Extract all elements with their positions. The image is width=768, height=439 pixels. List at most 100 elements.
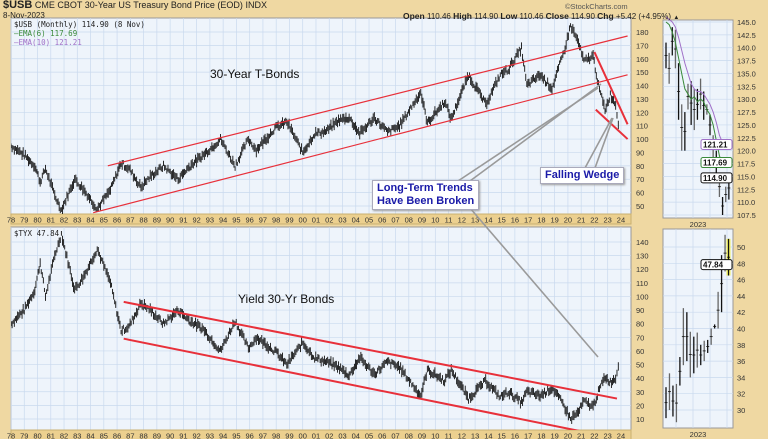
x-tick-label: 05 (365, 216, 373, 225)
annotation-wedge: Falling Wedge (540, 167, 625, 184)
x-tick-label: 83 (73, 216, 81, 225)
y-tick-label: 10 (636, 415, 644, 424)
y-tick-label: 48 (737, 259, 745, 268)
x-tick-label: 85 (100, 432, 108, 439)
x-tick-label: 05 (365, 432, 373, 439)
x-tick-label: 86 (113, 432, 121, 439)
x-tick-label: 12 (458, 432, 466, 439)
close-value-label: 114.90 (703, 174, 728, 183)
x-tick-label: 92 (192, 216, 200, 225)
y-tick-label: 80 (636, 162, 644, 171)
x-tick-label: 04 (352, 432, 360, 439)
x-tick-label: 19 (550, 216, 558, 225)
x-tick-label: 88 (139, 432, 147, 439)
ema6-value-label: 117.69 (703, 159, 728, 168)
low-label: Low (500, 11, 518, 21)
y-tick-label: 115.0 (737, 172, 755, 181)
ema6-line (665, 21, 729, 165)
x-tick-label: 24 (617, 216, 625, 225)
x-tick-label: 10 (431, 216, 439, 225)
trendline (595, 108, 629, 140)
x-tick-label: 13 (471, 216, 479, 225)
y-tick-label: 40 (737, 325, 745, 334)
high-value: 114.90 (474, 12, 499, 21)
x-tick-label: 88 (139, 216, 147, 225)
x-tick-label: 06 (378, 432, 386, 439)
x-tick-label: 81 (47, 216, 55, 225)
x-tick-label: 08 (405, 216, 413, 225)
y-tick-label: 110 (636, 279, 648, 288)
x-tick-label: 97 (259, 432, 267, 439)
x-tick-label: 04 (352, 216, 360, 225)
x-tick-label: 92 (192, 432, 200, 439)
x-tick-label: 98 (272, 432, 280, 439)
x-tick-label: 20 (564, 216, 572, 225)
x-tick-label: 01 (312, 432, 320, 439)
y-tick-label: 142.5 (737, 31, 756, 40)
x-tick-label: 22 (590, 432, 598, 439)
annotation-trends-line2: Have Been Broken (377, 195, 475, 207)
x-tick-label: 00 (299, 432, 307, 439)
y-tick-label: 120 (636, 108, 649, 117)
x-tick-label: 94 (219, 216, 227, 225)
callout-line (584, 117, 613, 169)
x-tick-label: 09 (418, 432, 426, 439)
chart-date: 8-Nov-2023 (3, 11, 45, 20)
x-tick-label: 90 (166, 432, 174, 439)
y-tick-label: 110.0 (737, 198, 755, 207)
y-tick-label: 100 (636, 135, 649, 144)
annotation-trends: Long-Term Trends Have Been Broken (372, 180, 480, 210)
annotation-yield: Yield 30-Yr Bonds (238, 292, 335, 306)
callout-line (469, 207, 599, 358)
x-tick-label: 83 (73, 432, 81, 439)
ema6-value-label-box (700, 157, 733, 169)
y-tick-label: 112.5 (737, 185, 755, 194)
y-tick-label: 140 (636, 238, 649, 247)
x-tick-label: 03 (338, 216, 346, 225)
y-tick-label: 127.5 (737, 108, 756, 117)
x-tick-label: 17 (524, 432, 532, 439)
open-label: Open (403, 11, 425, 21)
y-tick-label: 46 (737, 276, 745, 285)
y-tick-label: 42 (737, 308, 745, 317)
x-tick-label: 80 (33, 216, 41, 225)
annotation-trends-line1: Long-Term Trends (377, 182, 473, 194)
x-tick-label: 11 (445, 432, 453, 439)
y-tick-label: 180 (636, 28, 649, 37)
callout-line (594, 117, 614, 169)
x-tick-label: 21 (577, 432, 585, 439)
close-value-label-box (700, 172, 733, 184)
x-tick-label: 16 (511, 432, 519, 439)
y-tick-label: 107.5 (737, 211, 756, 220)
y-tick-label: 120.0 (737, 147, 756, 156)
x-tick-label: 99 (285, 432, 293, 439)
trendline (123, 300, 618, 400)
y-tick-label: 135.0 (737, 69, 756, 78)
x-tick-label: 95 (232, 432, 240, 439)
x-tick-label: 2023 (690, 220, 707, 229)
x-tick-label: 79 (20, 432, 28, 439)
x-tick-label: 96 (246, 216, 254, 225)
close-value-label: 47.84 (703, 261, 724, 270)
legend-usb: $USB (Monthly) 114.90 (8 Nov) (14, 20, 145, 29)
y-tick-label: 70 (636, 333, 644, 342)
ohlc-readout: Open 110.46 High 114.90 Low 110.46 Close… (403, 12, 679, 23)
x-tick-label: 14 (484, 216, 492, 225)
x-tick-label: 24 (617, 432, 625, 439)
x-tick-label: 08 (405, 432, 413, 439)
y-tick-label: 145.0 (737, 18, 756, 27)
chg-label: Chg (597, 11, 614, 21)
symbol: $USB (3, 0, 33, 11)
x-tick-label: 01 (312, 216, 320, 225)
close-label: Close (545, 11, 569, 21)
trendline (593, 51, 629, 125)
x-tick-label: 89 (153, 216, 161, 225)
series-price (11, 23, 629, 214)
y-tick-label: 44 (737, 292, 745, 301)
y-tick-label: 90 (636, 148, 644, 157)
x-tick-label: 99 (285, 216, 293, 225)
x-tick-label: 11 (445, 216, 453, 225)
y-tick-label: 20 (636, 401, 644, 410)
x-tick-label: 84 (86, 216, 94, 225)
